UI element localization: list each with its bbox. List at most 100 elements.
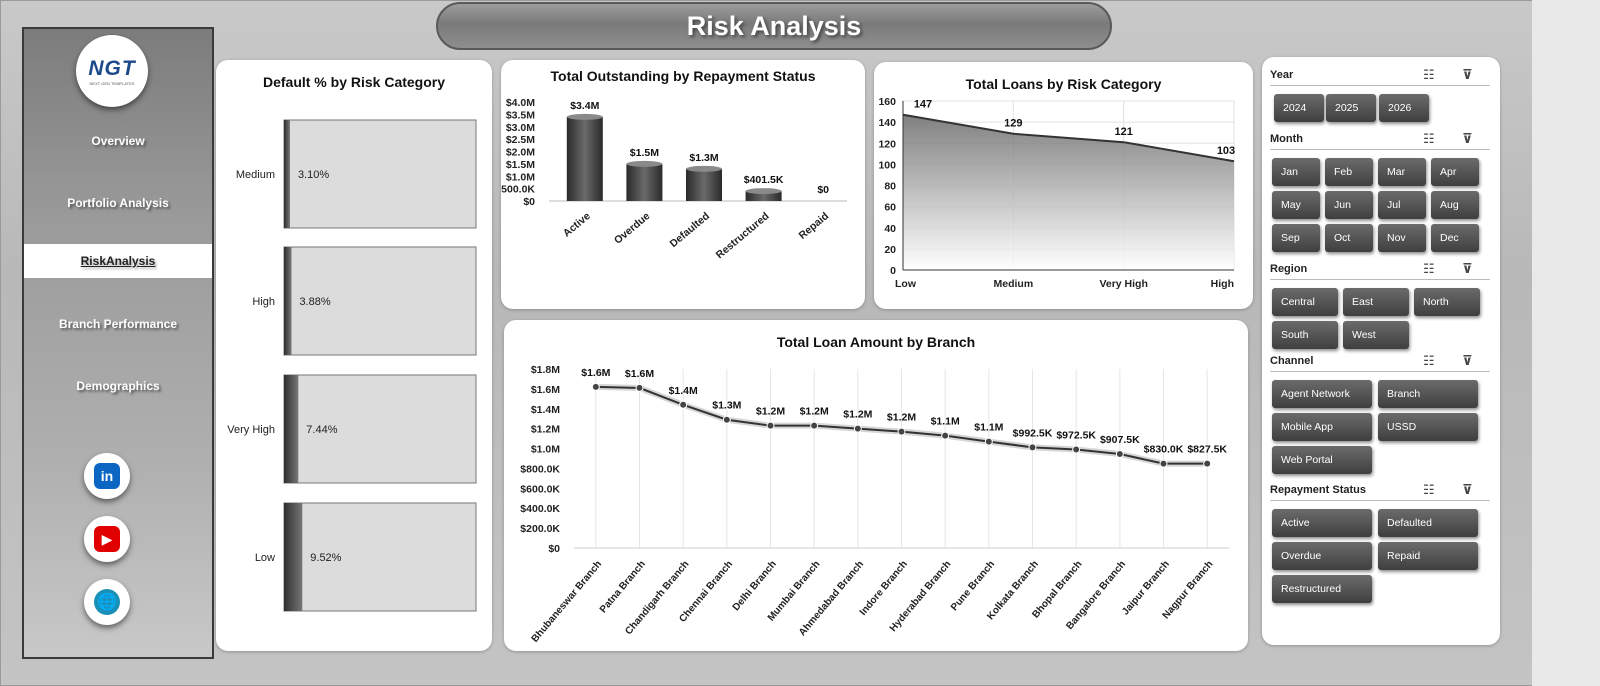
slicer-option-month-nov[interactable]: Nov (1378, 224, 1426, 252)
x-tick-label: Low (895, 278, 917, 290)
point-bangalore-branch (1115, 450, 1124, 459)
default-bar-very-high (284, 375, 299, 483)
point-hyderabad-branch (941, 431, 950, 440)
data-label: $1.6M (625, 368, 654, 380)
ngt-logo: NGT NEXT GEN TEMPLATES (76, 35, 148, 107)
y-tick-label: 100 (878, 159, 896, 171)
y-tick-label: $1.4M (531, 404, 560, 416)
linkedin-button[interactable]: in (84, 453, 130, 499)
slicer-option-month-oct[interactable]: Oct (1325, 224, 1373, 252)
youtube-button[interactable]: ▶ (84, 516, 130, 562)
default-bar-high (284, 247, 292, 355)
slicer-header: Region ☷ ⊽ (1270, 259, 1490, 280)
multi-select-icon[interactable]: ☷ (1423, 67, 1435, 82)
data-label: 147 (914, 99, 932, 111)
y-tick-label: 80 (884, 181, 896, 193)
clear-filter-icon[interactable]: ⊽ (1462, 131, 1473, 146)
y-tick-label: $1.8M (531, 364, 560, 376)
slicer-option-region-west[interactable]: West (1343, 321, 1409, 349)
bar-restructured (745, 191, 782, 201)
slicer-panel: Year ☷ ⊽ 2024 2025 2026 Month ☷ ⊽ Jan Feb Mar Apr May… (1262, 57, 1500, 645)
slicer-header: Year ☷ ⊽ (1270, 65, 1490, 86)
loans-risk-title: Total Loans by Risk Category (965, 76, 1162, 92)
slicer-title: Channel (1270, 355, 1314, 367)
slicer-option-year-2024[interactable]: 2024 (1274, 94, 1324, 122)
slicer-option-month-jun[interactable]: Jun (1325, 191, 1373, 219)
slicer-option-month-sep[interactable]: Sep (1272, 224, 1320, 252)
slicer-option-month-jan[interactable]: Jan (1272, 158, 1320, 186)
slicer-option-month-dec[interactable]: Dec (1431, 224, 1479, 252)
multi-select-icon[interactable]: ☷ (1423, 131, 1435, 146)
data-label: $827.5K (1187, 444, 1227, 456)
x-tick-label: Overdue (612, 210, 652, 247)
x-tick-label: Bhubaneswar Branch (530, 559, 605, 645)
slicer-channel: Channel ☷ ⊽ Agent Network Branch Mobile App US… (1270, 351, 1490, 474)
slicer-option-month-jul[interactable]: Jul (1378, 191, 1426, 219)
bar-top-active (566, 113, 603, 120)
y-tick-label: $3.0M (506, 122, 535, 134)
slicer-option-month-feb[interactable]: Feb (1325, 158, 1373, 186)
y-tick-label: 120 (878, 138, 896, 150)
y-tick-label: $1.0M (531, 444, 560, 456)
slicer-option-channel-agent-network[interactable]: Agent Network (1272, 380, 1372, 408)
slicer-option-region-east[interactable]: East (1343, 288, 1409, 316)
data-label: $1.3M (689, 152, 718, 164)
slicer-option-region-south[interactable]: South (1272, 321, 1338, 349)
point-bhopal-branch (1072, 445, 1081, 454)
nav-portfolio-analysis[interactable]: Portfolio Analysis (67, 196, 169, 210)
slicer-option-channel-branch[interactable]: Branch (1378, 380, 1478, 408)
multi-select-icon[interactable]: ☷ (1423, 353, 1435, 368)
clear-filter-icon[interactable]: ⊽ (1462, 353, 1473, 368)
y-tick-label: $0 (523, 196, 535, 208)
slicer-option-month-aug[interactable]: Aug (1431, 191, 1479, 219)
slicer-option-month-apr[interactable]: Apr (1431, 158, 1479, 186)
default-bar-medium (284, 120, 290, 228)
nav-branch-performance[interactable]: Branch Performance (58, 317, 178, 331)
bar-top-overdue (626, 160, 663, 167)
y-tick-label: 160 (878, 96, 896, 108)
slicer-option-channel-mobile-app[interactable]: Mobile App (1272, 413, 1372, 441)
data-label: $3.4M (570, 100, 599, 112)
slicer-option-channel-ussd[interactable]: USSD (1378, 413, 1478, 441)
clear-filter-icon[interactable]: ⊽ (1462, 261, 1473, 276)
multi-select-icon[interactable]: ☷ (1423, 261, 1435, 276)
outstanding-card: Total Outstanding by Repayment Status $0… (501, 60, 865, 309)
x-tick-label: Patna Branch (598, 559, 648, 615)
y-tick-label: $200.0K (520, 523, 560, 535)
globe-button[interactable]: 🌐 (84, 579, 130, 625)
clear-filter-icon[interactable]: ⊽ (1462, 482, 1473, 497)
data-label: 9.52% (310, 552, 341, 564)
nav-risk-analysis[interactable]: RiskAnalysis (24, 244, 212, 278)
slicer-option-year-2026[interactable]: 2026 (1379, 94, 1429, 122)
slicer-option-year-2025[interactable]: 2025 (1326, 94, 1376, 122)
clear-filter-icon[interactable]: ⊽ (1462, 67, 1473, 82)
multi-select-icon[interactable]: ☷ (1423, 482, 1435, 497)
y-tick-label: $1.6M (531, 384, 560, 396)
slicer-option-channel-web-portal[interactable]: Web Portal (1272, 446, 1372, 474)
slicer-option-month-may[interactable]: May (1272, 191, 1320, 219)
area-fill (903, 114, 1234, 270)
data-label: $1.2M (756, 406, 785, 418)
default-pct-card: Default % by Risk Category Medium 3.10% Hi… (216, 60, 492, 651)
slicer-option-repayment-status-overdue[interactable]: Overdue (1272, 542, 1372, 570)
bar-overdue (626, 163, 663, 201)
nav-overview[interactable]: Overview (91, 134, 145, 148)
slicer-option-month-mar[interactable]: Mar (1378, 158, 1426, 186)
slicer-option-repayment-status-defaulted[interactable]: Defaulted (1378, 509, 1478, 537)
point-nagpur-branch (1203, 459, 1212, 468)
data-label: $907.5K (1100, 434, 1140, 446)
sidebar: NGT NEXT GEN TEMPLATES Overview Portfoli… (22, 27, 214, 659)
slicer-title: Region (1270, 263, 1308, 275)
slicer-option-repayment-status-repaid[interactable]: Repaid (1378, 542, 1478, 570)
outstanding-title: Total Outstanding by Repayment Status (550, 68, 816, 84)
y-tick-label: $3.5M (506, 109, 535, 121)
y-tick-label: $500.0K (501, 184, 535, 196)
nav-demographics[interactable]: Demographics (76, 379, 160, 393)
logo-tagline: NEXT GEN TEMPLATES (89, 80, 135, 86)
x-tick-label: High (1211, 278, 1234, 290)
slicer-option-region-north[interactable]: North (1414, 288, 1480, 316)
x-tick-label: Medium (993, 278, 1033, 290)
slicer-option-region-central[interactable]: Central (1272, 288, 1338, 316)
slicer-option-repayment-status-active[interactable]: Active (1272, 509, 1372, 537)
slicer-option-repayment-status-restructured[interactable]: Restructured (1272, 575, 1372, 603)
